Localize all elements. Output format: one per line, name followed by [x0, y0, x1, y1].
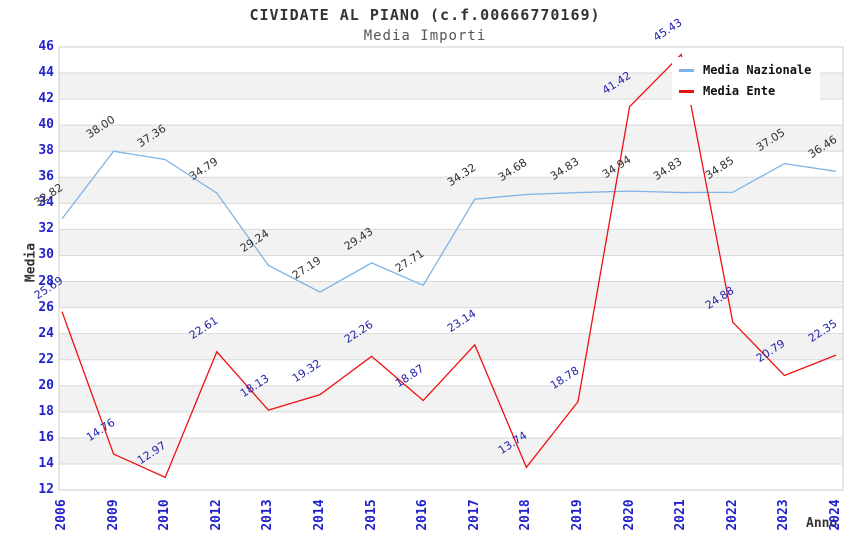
legend-item-media-ente: Media Ente [679, 84, 811, 98]
plot-band [59, 177, 843, 204]
plot-band [59, 151, 843, 178]
chart-subtitle: Media Importi [363, 28, 487, 44]
plot-band [59, 307, 843, 334]
legend-item-media-nazionale: Media Nazionale [679, 63, 811, 77]
plot-border [58, 46, 844, 491]
plot-band [59, 411, 843, 438]
legend-swatch-media-ente [679, 89, 694, 93]
plot-band [59, 359, 843, 386]
plot-band [59, 125, 843, 152]
plot-band [59, 463, 843, 490]
legend-label-media-ente: Media Ente [703, 84, 776, 98]
plot-band [59, 333, 843, 360]
line-media-nazionale [61, 150, 837, 293]
legend: Media Nazionale Media Ente [672, 57, 821, 105]
plot-band [59, 281, 843, 308]
chart-title: CIVIDATE AL PIANO (c.f.00666770169) [249, 6, 601, 24]
plot-band [59, 255, 843, 282]
legend-swatch-media-nazionale [679, 68, 694, 72]
legend-label-media-nazionale: Media Nazionale [703, 63, 812, 77]
plot-band [59, 229, 843, 256]
plot-band [59, 437, 843, 464]
plot-band [59, 203, 843, 230]
plot-band [59, 385, 843, 412]
line-media-ente [61, 53, 837, 479]
